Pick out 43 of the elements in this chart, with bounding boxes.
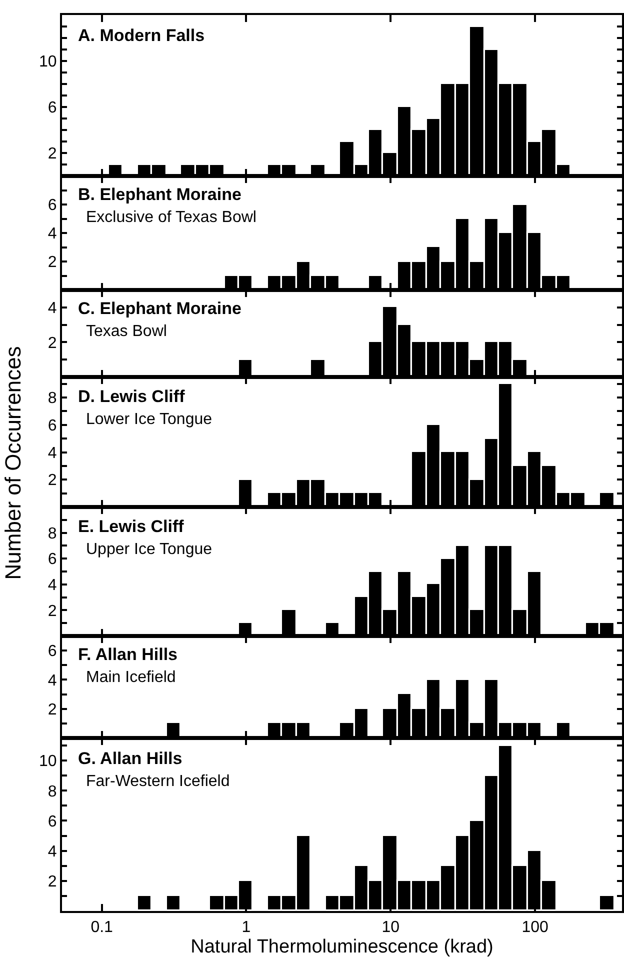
text: A. Modern Falls [78,26,205,45]
y-tick-label: 4 [48,577,57,594]
y-tick-label: 10 [39,54,57,71]
y-tick-label: 4 [48,843,57,860]
x-tick-label: 0.1 [90,919,114,936]
text: Texas Bowl [86,323,167,340]
x-tick-label: 10 [382,919,400,936]
text: Lower Ice Tongue [86,411,212,428]
y-tick-label: 6 [48,643,57,660]
text: G. Allan Hills [78,749,182,768]
y-tick-label: 4 [48,300,57,317]
y-tick-label: 8 [48,390,57,408]
y-tick-label: 4 [48,226,57,243]
y-tick-label: 6 [48,813,57,830]
text: C. Elephant Moraine [78,299,242,318]
text: F. Allan Hills [78,645,178,664]
text: Exclusive of Texas Bowl [86,209,256,226]
text: D. Lewis Cliff [78,387,186,406]
y-tick-label: 2 [48,146,57,163]
y-tick-label: 6 [48,551,57,568]
y-tick-label: 2 [48,701,57,718]
text: B. Elephant Moraine [78,185,242,204]
x-tick-label: 100 [522,919,549,936]
y-tick-label: 2 [48,602,57,620]
text: Main Icefield [86,669,176,686]
y-tick-label: 2 [48,254,57,272]
y-tick-label: 4 [48,672,57,690]
x-axis-title: Natural Thermoluminescence (krad) [190,936,494,958]
y-tick-label: 2 [48,874,57,891]
y-axis-title: Number of Occurrences [0,346,26,580]
y-tick-label: 8 [48,525,57,542]
y-tick-label: 2 [48,334,57,352]
x-tick-label: 1 [242,919,251,936]
y-tick-label: 8 [48,783,57,800]
y-tick-label: 6 [48,100,57,117]
text: Far-Western Icefield [86,773,230,790]
text: Upper Ice Tongue [86,541,212,558]
y-tick-label: 6 [48,417,57,434]
y-tick-label: 6 [48,197,57,214]
text: E. Lewis Cliff [78,517,184,536]
y-tick-label: 2 [48,472,57,490]
y-tick-label: 4 [48,444,57,462]
y-tick-label: 10 [39,753,57,770]
